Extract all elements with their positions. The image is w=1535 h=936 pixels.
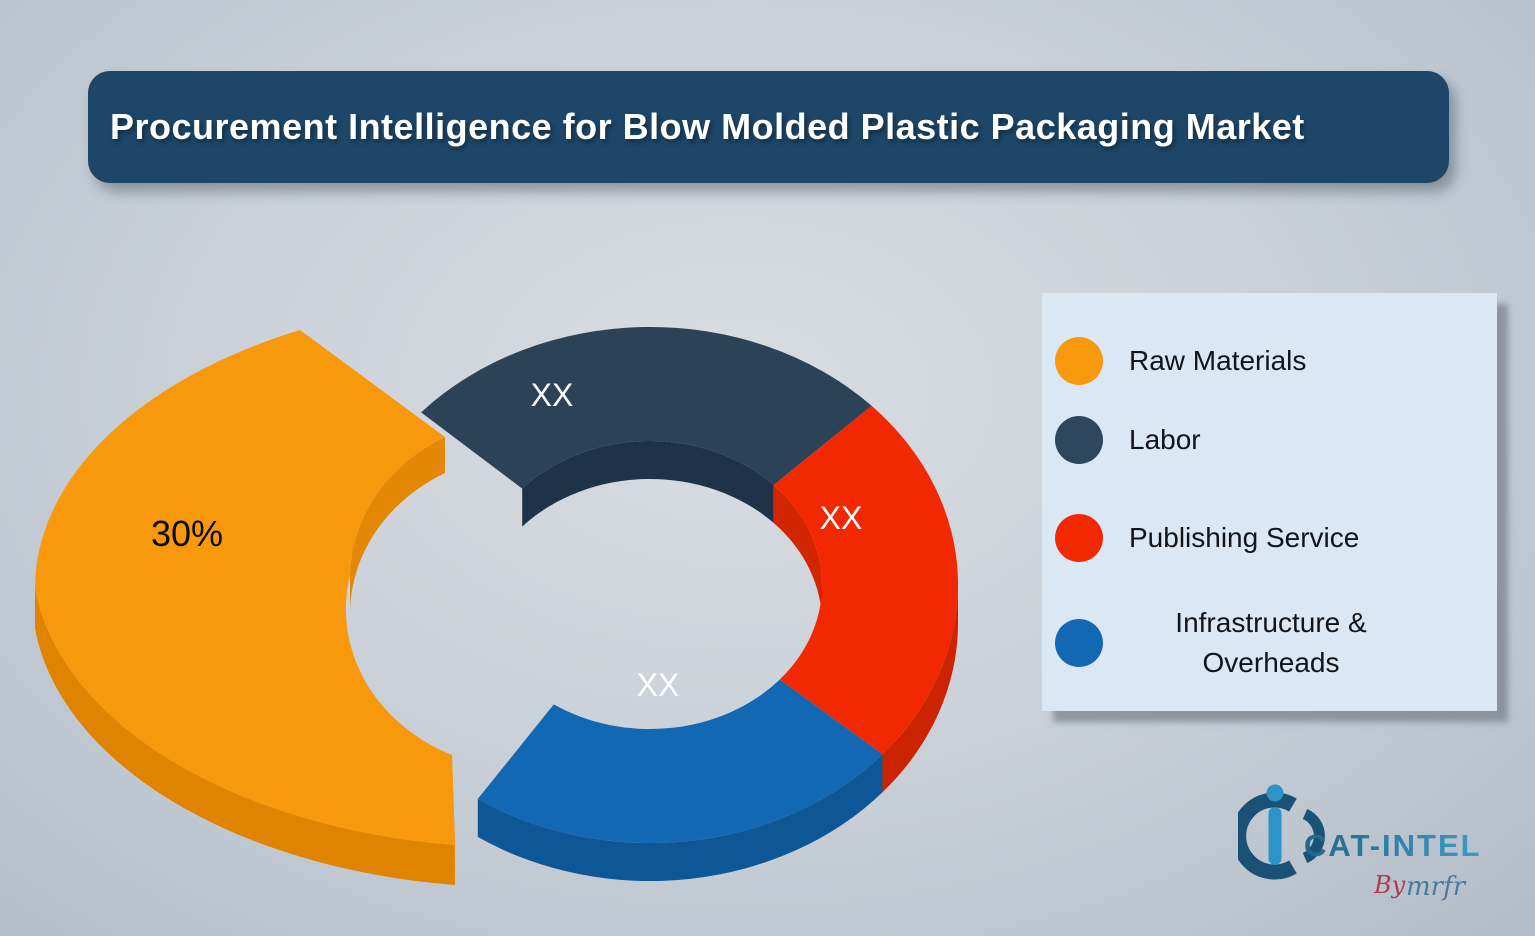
chart-legend: Raw Materials Labor Publishing Service I… bbox=[1042, 293, 1497, 711]
legend-item-labor: Labor bbox=[1055, 416, 1201, 464]
slice-raw-materials-inner-wall bbox=[350, 437, 445, 611]
slice-infrastructure-overheads bbox=[477, 679, 883, 844]
legend-label: Publishing Service bbox=[1129, 522, 1360, 553]
label-infrastructure-value: XX bbox=[637, 667, 680, 703]
slice-labor bbox=[421, 327, 872, 489]
slice-raw-materials bbox=[35, 330, 455, 845]
labor-swatch-icon bbox=[1055, 416, 1103, 464]
logo-i-dot bbox=[1266, 784, 1284, 802]
publishing-service-swatch-icon bbox=[1055, 514, 1103, 562]
label-publishing-value: XX bbox=[820, 500, 863, 536]
legend-label: Labor bbox=[1129, 424, 1201, 455]
slice-raw-materials-side-wall bbox=[35, 588, 455, 885]
slice-publishing-inner-wall bbox=[773, 485, 822, 623]
logo-i-bar bbox=[1268, 807, 1282, 865]
infrastructure-swatch-icon bbox=[1055, 619, 1103, 667]
brand-logo: CAT-INTEL By mrfr bbox=[1231, 763, 1528, 928]
slice-labor-inner-wall bbox=[522, 441, 774, 527]
logo-brand-text: CAT-INTEL bbox=[1304, 828, 1482, 863]
legend-item-raw-materials: Raw Materials bbox=[1055, 337, 1306, 385]
logo-byline-brand: mrfr bbox=[1406, 872, 1467, 902]
label-raw-materials-value: 30% bbox=[151, 513, 223, 554]
cat-intel-logo-icon: CAT-INTEL By mrfr bbox=[1231, 784, 1482, 902]
logo-byline-prefix: By bbox=[1373, 871, 1406, 899]
slice-publishing-side-wall bbox=[882, 585, 958, 793]
raw-materials-swatch-icon bbox=[1055, 337, 1103, 385]
slice-publishing-service bbox=[773, 405, 959, 755]
legend-label: Raw Materials bbox=[1129, 345, 1307, 376]
logo-c-arc bbox=[1231, 792, 1297, 880]
logo-right-hook bbox=[1302, 808, 1325, 864]
slice-infrastructure-side-wall bbox=[477, 754, 883, 882]
legend-label: Infrastructure & Overheads bbox=[1175, 607, 1367, 678]
legend-item-publishing-service: Publishing Service bbox=[1055, 514, 1359, 562]
legend-item-infrastructure: Infrastructure & Overheads bbox=[1055, 603, 1421, 683]
title-bar: Procurement Intelligence for Blow Molded… bbox=[88, 71, 1449, 183]
label-labor-value: XX bbox=[531, 377, 574, 413]
page-title: Procurement Intelligence for Blow Molded… bbox=[110, 106, 1305, 147]
